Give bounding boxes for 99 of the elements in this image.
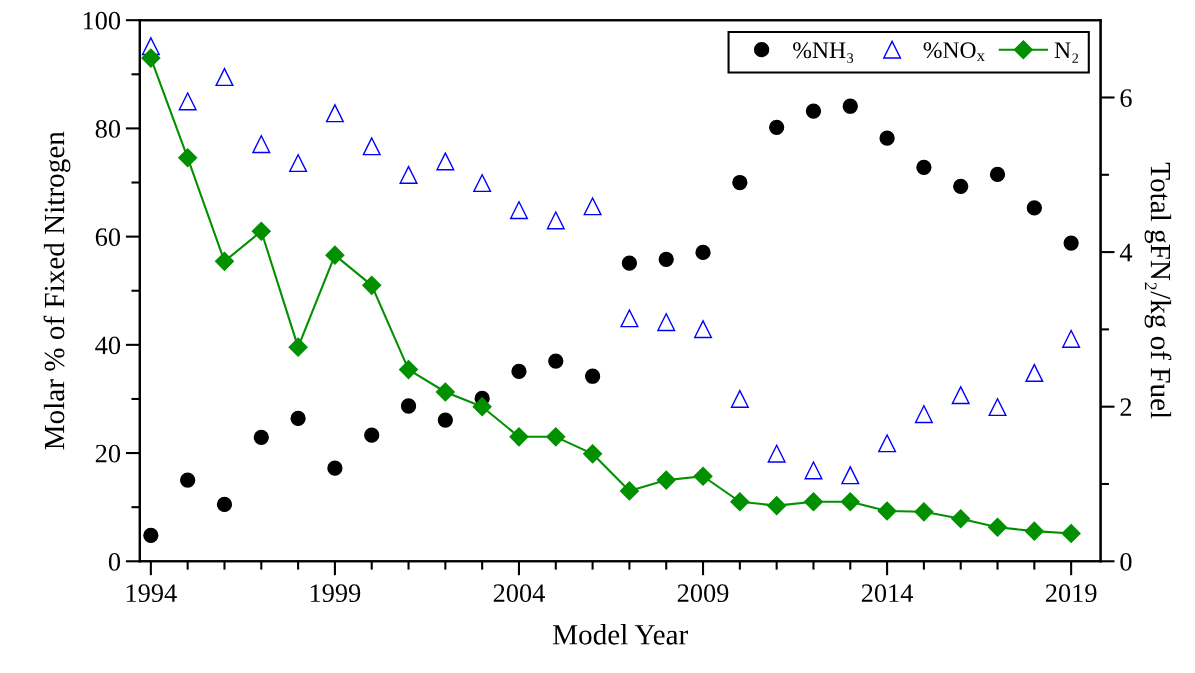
point	[215, 67, 234, 87]
point	[251, 221, 271, 241]
point	[841, 466, 860, 485]
point	[987, 517, 1008, 537]
point	[325, 245, 345, 265]
point	[1024, 521, 1044, 541]
point	[842, 98, 858, 114]
point	[141, 37, 160, 56]
point	[473, 174, 492, 193]
point	[214, 251, 235, 271]
point	[178, 92, 197, 111]
y-axis-title: Molar % of Fixed Nitrogen	[43, 131, 71, 450]
point	[658, 251, 674, 267]
point	[1063, 235, 1079, 251]
x-tick-label: 2019	[1045, 584, 1097, 603]
point	[953, 178, 969, 194]
legend-label: %NH₃	[793, 42, 854, 63]
point	[325, 104, 344, 123]
point	[805, 103, 822, 119]
point	[767, 444, 786, 463]
point	[546, 211, 565, 230]
point	[620, 309, 639, 328]
point	[399, 165, 418, 184]
point	[914, 405, 933, 424]
point	[693, 466, 713, 486]
x-tick-label: 1994	[126, 584, 177, 603]
point	[472, 397, 492, 417]
point	[916, 159, 932, 176]
point	[694, 320, 713, 339]
point	[656, 470, 676, 490]
point	[364, 427, 380, 443]
point	[732, 174, 748, 191]
point	[988, 398, 1007, 417]
x-axis-title: Model Year	[552, 624, 688, 645]
point	[951, 509, 971, 529]
point	[803, 492, 823, 512]
y-tick-label: 60	[95, 228, 121, 247]
point	[362, 275, 382, 295]
point	[252, 135, 271, 154]
point	[435, 382, 455, 402]
point	[584, 368, 601, 384]
point	[730, 492, 750, 512]
y-tick-label: 20	[95, 444, 121, 463]
point	[362, 137, 381, 156]
point	[769, 119, 785, 135]
y2-tick-label: 0	[1120, 552, 1132, 571]
point	[511, 363, 527, 379]
point	[951, 386, 970, 405]
point	[180, 472, 196, 488]
y2-tick-label: 6	[1120, 89, 1132, 107]
point	[399, 360, 419, 380]
point	[327, 460, 343, 476]
point	[141, 48, 161, 68]
point	[178, 148, 198, 168]
point	[1061, 523, 1081, 543]
point	[619, 481, 639, 501]
point	[989, 166, 1006, 183]
point	[289, 154, 308, 173]
y2-tick-label: 2	[1120, 398, 1132, 416]
y-tick-label: 0	[108, 552, 121, 571]
point	[657, 313, 676, 332]
point	[509, 427, 529, 447]
x-tick-label: 2014	[861, 584, 914, 603]
y-tick-label: 100	[83, 11, 121, 30]
point	[914, 502, 934, 522]
point	[400, 398, 417, 414]
point	[583, 444, 603, 464]
point	[1025, 363, 1044, 383]
y-tick-label: 40	[95, 336, 121, 355]
x-tick-label: 2009	[677, 584, 729, 603]
point	[840, 492, 860, 512]
y2-tick-label: 4	[1119, 243, 1133, 262]
y2-axis-title: Total gFN₂/kg of Fuel	[1144, 162, 1172, 419]
x-tick-label: 2004	[493, 584, 545, 603]
point	[879, 130, 895, 146]
y-tick-label: 80	[95, 120, 121, 138]
point	[216, 496, 233, 513]
point	[583, 197, 602, 216]
point	[509, 201, 529, 220]
point	[288, 337, 308, 357]
point	[804, 461, 823, 480]
point	[695, 244, 711, 260]
x-tick-label: 1999	[310, 584, 361, 603]
point	[437, 412, 453, 428]
point	[548, 353, 564, 369]
point	[878, 434, 897, 453]
legend-label: N₂	[1054, 42, 1079, 63]
legend-label: %NO$_{x}$	[923, 42, 985, 62]
point	[290, 410, 306, 427]
point	[877, 501, 897, 521]
point	[143, 527, 159, 543]
point	[730, 389, 749, 408]
point	[546, 427, 566, 447]
point	[253, 429, 269, 446]
point	[1026, 200, 1042, 216]
point	[1062, 329, 1081, 348]
point	[436, 152, 455, 171]
point	[767, 496, 787, 516]
point	[621, 255, 638, 271]
